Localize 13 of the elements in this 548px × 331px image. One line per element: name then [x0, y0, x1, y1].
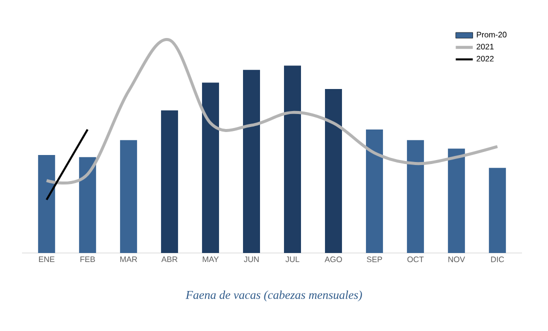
bar — [324, 89, 342, 253]
bar — [284, 66, 301, 253]
bar — [488, 168, 506, 253]
bar — [366, 129, 383, 253]
bar — [202, 82, 220, 253]
bar — [161, 110, 178, 253]
bar — [79, 157, 96, 253]
bar — [38, 155, 56, 253]
bar — [448, 148, 465, 253]
bar — [406, 140, 424, 253]
text: Faena de vacas (cabezas mensuales) — [186, 290, 362, 302]
bar — [243, 70, 260, 253]
bar — [120, 140, 138, 253]
